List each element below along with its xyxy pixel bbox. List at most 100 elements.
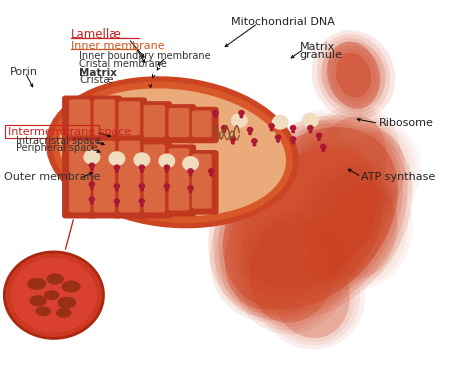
Ellipse shape xyxy=(52,82,293,223)
Circle shape xyxy=(139,165,145,170)
Circle shape xyxy=(322,149,325,152)
Ellipse shape xyxy=(233,140,388,296)
Ellipse shape xyxy=(312,30,395,120)
Circle shape xyxy=(230,137,235,141)
Ellipse shape xyxy=(234,207,352,334)
Text: Matrix: Matrix xyxy=(79,68,117,77)
Text: Matrix: Matrix xyxy=(299,42,335,52)
Ellipse shape xyxy=(223,127,398,309)
Ellipse shape xyxy=(302,120,345,180)
Circle shape xyxy=(141,204,143,206)
Circle shape xyxy=(317,133,321,138)
Ellipse shape xyxy=(62,280,81,293)
Text: Intracristal space: Intracristal space xyxy=(16,136,101,146)
Circle shape xyxy=(159,154,175,168)
Circle shape xyxy=(141,189,143,191)
Circle shape xyxy=(273,115,288,129)
Ellipse shape xyxy=(59,88,286,216)
Circle shape xyxy=(89,163,94,168)
Ellipse shape xyxy=(336,53,371,97)
FancyBboxPatch shape xyxy=(119,141,140,212)
Ellipse shape xyxy=(272,105,401,271)
Circle shape xyxy=(115,189,118,191)
Text: Peripheral space: Peripheral space xyxy=(16,143,98,153)
Circle shape xyxy=(183,157,198,170)
Circle shape xyxy=(222,126,227,130)
Circle shape xyxy=(166,189,168,191)
Ellipse shape xyxy=(213,119,408,317)
Circle shape xyxy=(291,126,296,130)
FancyBboxPatch shape xyxy=(119,101,140,135)
Ellipse shape xyxy=(220,175,341,314)
Circle shape xyxy=(253,144,255,146)
Ellipse shape xyxy=(320,177,413,289)
Circle shape xyxy=(11,258,97,333)
Text: Intermembrane space: Intermembrane space xyxy=(8,127,131,136)
Circle shape xyxy=(270,129,273,131)
Circle shape xyxy=(109,152,124,165)
FancyBboxPatch shape xyxy=(112,137,147,218)
Circle shape xyxy=(277,140,279,142)
Circle shape xyxy=(292,130,295,133)
Ellipse shape xyxy=(282,112,391,264)
Circle shape xyxy=(89,182,94,186)
Circle shape xyxy=(318,138,320,140)
Circle shape xyxy=(249,132,251,135)
Circle shape xyxy=(91,187,93,189)
Ellipse shape xyxy=(47,273,64,285)
Ellipse shape xyxy=(244,215,342,327)
Circle shape xyxy=(223,130,225,133)
Text: Cristæ: Cristæ xyxy=(79,76,114,85)
Ellipse shape xyxy=(256,237,365,349)
Ellipse shape xyxy=(321,41,387,109)
Ellipse shape xyxy=(286,116,387,260)
Ellipse shape xyxy=(266,245,355,342)
Ellipse shape xyxy=(296,117,350,184)
Circle shape xyxy=(166,170,168,172)
FancyBboxPatch shape xyxy=(162,104,196,143)
Circle shape xyxy=(291,137,296,141)
FancyBboxPatch shape xyxy=(192,111,211,137)
Circle shape xyxy=(134,153,150,167)
Circle shape xyxy=(115,204,118,206)
Circle shape xyxy=(247,127,253,132)
Ellipse shape xyxy=(210,168,351,321)
FancyBboxPatch shape xyxy=(87,96,122,141)
Ellipse shape xyxy=(343,124,416,214)
Circle shape xyxy=(91,202,93,204)
Ellipse shape xyxy=(242,148,378,288)
Ellipse shape xyxy=(330,185,403,282)
Ellipse shape xyxy=(218,123,403,313)
Ellipse shape xyxy=(56,308,71,318)
Ellipse shape xyxy=(298,163,392,288)
Ellipse shape xyxy=(208,115,413,321)
Ellipse shape xyxy=(322,38,385,112)
FancyBboxPatch shape xyxy=(168,148,189,211)
FancyBboxPatch shape xyxy=(62,137,97,218)
FancyBboxPatch shape xyxy=(162,144,196,217)
Circle shape xyxy=(308,126,313,130)
Circle shape xyxy=(139,199,145,203)
Ellipse shape xyxy=(325,181,408,285)
FancyBboxPatch shape xyxy=(168,108,189,137)
Ellipse shape xyxy=(271,249,350,338)
Circle shape xyxy=(4,252,103,338)
Circle shape xyxy=(139,184,145,188)
Ellipse shape xyxy=(327,42,380,109)
FancyBboxPatch shape xyxy=(144,105,165,137)
Circle shape xyxy=(114,165,119,170)
Ellipse shape xyxy=(291,113,355,188)
FancyBboxPatch shape xyxy=(136,141,172,218)
Ellipse shape xyxy=(239,211,347,331)
FancyBboxPatch shape xyxy=(136,101,172,143)
FancyBboxPatch shape xyxy=(93,141,115,212)
Circle shape xyxy=(303,114,318,127)
FancyBboxPatch shape xyxy=(87,137,122,218)
Circle shape xyxy=(252,139,257,143)
Circle shape xyxy=(232,142,234,144)
Ellipse shape xyxy=(303,167,387,284)
Ellipse shape xyxy=(238,144,383,292)
FancyBboxPatch shape xyxy=(62,96,97,141)
Circle shape xyxy=(209,169,214,173)
Circle shape xyxy=(239,111,244,115)
